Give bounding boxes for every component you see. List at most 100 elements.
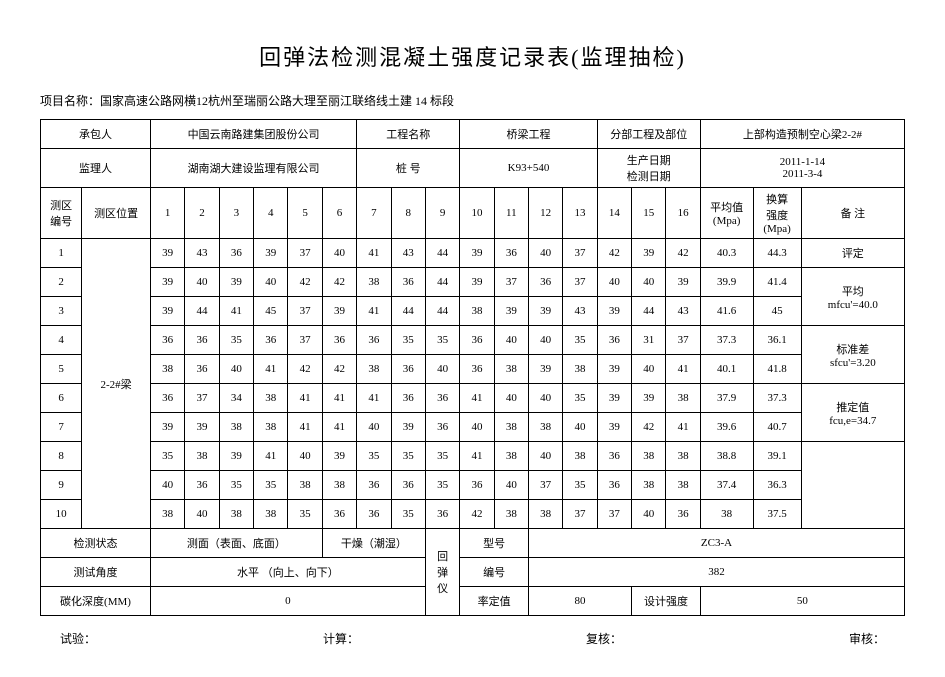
cell: 40 — [425, 355, 459, 384]
project-name: 国家高速公路网横12杭州至瑞丽公路大理至丽江联络线土建 14 标段 — [100, 94, 454, 108]
col-n3: 3 — [219, 188, 253, 239]
cell: 37 — [597, 500, 631, 529]
col-zone-num: 测区 编号 — [41, 188, 82, 239]
col-n1: 1 — [150, 188, 184, 239]
cell: 40 — [460, 413, 494, 442]
cell: 40 — [563, 413, 597, 442]
header-row-2: 监理人 湖南湖大建设监理有限公司 桩 号 K93+540 生产日期 检测日期 2… — [41, 149, 905, 188]
cell: 35 — [425, 442, 459, 471]
data-row: 10 38403838353636353642383837374036 3837… — [41, 500, 905, 529]
col-n13: 13 — [563, 188, 597, 239]
cell: 37 — [529, 471, 563, 500]
cell: 41 — [288, 384, 322, 413]
cell: 37 — [288, 297, 322, 326]
test-state-label: 检测状态 — [41, 529, 151, 558]
cell: 43 — [666, 297, 700, 326]
project-line: 项目名称：国家高速公路网横12杭州至瑞丽公路大理至丽江联络线土建 14 标段 — [40, 92, 905, 109]
strength: 41.4 — [753, 268, 801, 297]
cell: 35 — [254, 471, 288, 500]
cell: 38 — [322, 471, 356, 500]
cell: 38 — [494, 442, 528, 471]
cell: 36 — [460, 355, 494, 384]
cell: 39 — [150, 239, 184, 268]
work-name: 桥梁工程 — [460, 120, 597, 149]
avg: 37.3 — [700, 326, 753, 355]
avg: 38.8 — [700, 442, 753, 471]
cell: 35 — [391, 442, 425, 471]
data-row: 1 2-2#梁 39433639374041434439364037423942… — [41, 239, 905, 268]
cell: 44 — [425, 268, 459, 297]
cell: 40 — [632, 355, 666, 384]
cell: 44 — [425, 239, 459, 268]
contractor: 中国云南路建集团股份公司 — [150, 120, 356, 149]
cell: 37 — [494, 268, 528, 297]
cell: 41 — [666, 413, 700, 442]
cell: 36 — [460, 471, 494, 500]
cell: 39 — [597, 384, 631, 413]
col-n7: 7 — [357, 188, 391, 239]
stake-label: 桩 号 — [357, 149, 460, 188]
cell: 39 — [322, 297, 356, 326]
cell: 39 — [597, 413, 631, 442]
cell: 37 — [563, 239, 597, 268]
row-num: 7 — [41, 413, 82, 442]
avg: 39.9 — [700, 268, 753, 297]
cell: 40 — [288, 442, 322, 471]
cell: 37 — [288, 239, 322, 268]
strength: 36.3 — [753, 471, 801, 500]
cell: 44 — [632, 297, 666, 326]
col-n6: 6 — [322, 188, 356, 239]
dates: 2011-1-14 2011-3-4 — [700, 149, 904, 188]
model: ZC3-A — [529, 529, 905, 558]
header-row-1: 承包人 中国云南路建集团股份公司 工程名称 桥梁工程 分部工程及部位 上部构造预… — [41, 120, 905, 149]
signature-line: 试验： 计算： 复核： 审核： — [40, 630, 905, 647]
cell: 38 — [460, 297, 494, 326]
row-num: 9 — [41, 471, 82, 500]
cell: 38 — [254, 500, 288, 529]
cell: 45 — [254, 297, 288, 326]
cell: 36 — [597, 471, 631, 500]
cell: 37 — [288, 326, 322, 355]
col-n11: 11 — [494, 188, 528, 239]
cell: 41 — [322, 413, 356, 442]
row-num: 8 — [41, 442, 82, 471]
cell: 35 — [425, 471, 459, 500]
rate-label: 率定值 — [460, 587, 529, 616]
cell: 40 — [322, 239, 356, 268]
avg: 41.6 — [700, 297, 753, 326]
cell: 40 — [597, 268, 631, 297]
cell: 42 — [322, 355, 356, 384]
cell: 39 — [322, 442, 356, 471]
cell: 40 — [529, 384, 563, 413]
cell: 36 — [666, 500, 700, 529]
avg: 38 — [700, 500, 753, 529]
serial-label: 编号 — [460, 558, 529, 587]
cell: 39 — [391, 413, 425, 442]
avg: 37.9 — [700, 384, 753, 413]
cell: 37 — [185, 384, 219, 413]
data-row: 7 39393838414140393640383840394241 39.64… — [41, 413, 905, 442]
carb: 0 — [150, 587, 425, 616]
cell: 39 — [632, 239, 666, 268]
subwork: 上部构造预制空心梁2-2# — [700, 120, 904, 149]
strength: 41.8 — [753, 355, 801, 384]
cell: 36 — [391, 268, 425, 297]
cell: 35 — [563, 326, 597, 355]
dry-wet: 干燥（潮湿） — [322, 529, 425, 558]
cell: 36 — [185, 326, 219, 355]
cell: 39 — [597, 297, 631, 326]
cell: 36 — [219, 239, 253, 268]
cell: 42 — [632, 413, 666, 442]
cell: 39 — [150, 297, 184, 326]
col-zone-pos: 测区位置 — [82, 188, 151, 239]
carb-label: 碳化深度(MM) — [41, 587, 151, 616]
cell: 38 — [666, 442, 700, 471]
row-num: 3 — [41, 297, 82, 326]
data-row: 3 39444145373941444438393943394443 41.64… — [41, 297, 905, 326]
cell: 40 — [529, 239, 563, 268]
cell: 35 — [219, 471, 253, 500]
col-n15: 15 — [632, 188, 666, 239]
cell: 35 — [288, 500, 322, 529]
row-num: 5 — [41, 355, 82, 384]
cell: 41 — [288, 413, 322, 442]
